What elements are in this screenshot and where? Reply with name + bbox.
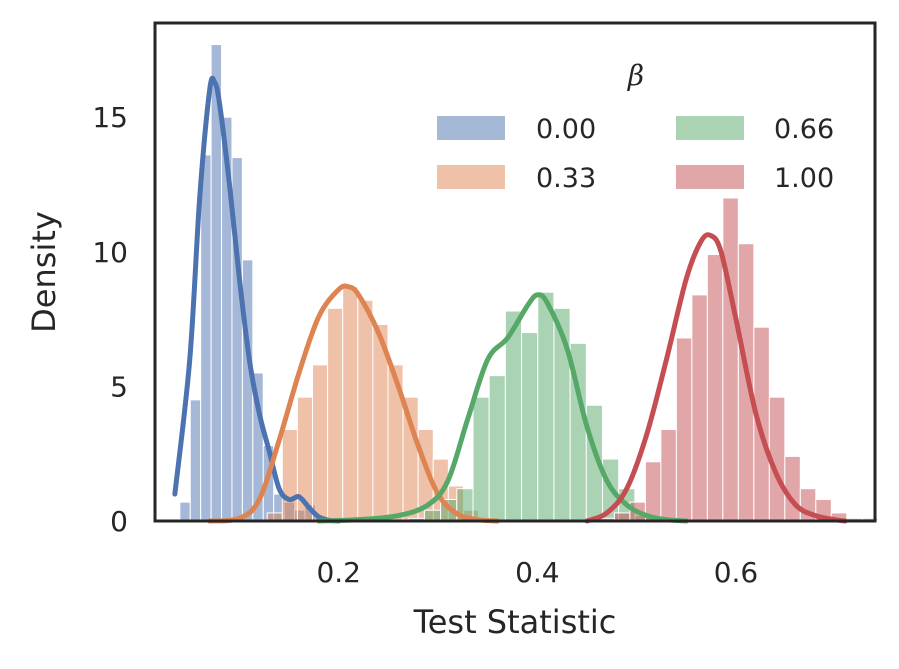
kde-lines [172,75,848,524]
y-tick-label: 0 [110,505,128,538]
hist-bar-1.00 [644,461,662,522]
hist-bar-1.00 [675,337,693,522]
hist-bar-1.00 [722,197,739,522]
legend-label: 1.00 [774,163,834,194]
legend: β 0.00 0.33 0.66 1.00 [437,59,834,194]
legend-swatch-0.66 [676,116,744,140]
hist-bar-0.33 [327,307,344,522]
y-tick-label: 15 [92,101,128,134]
hist-bar-0.00 [179,501,191,522]
x-axis-title: Test Statistic [413,603,617,641]
hist-bar-1.00 [737,243,755,522]
hist-bar-0.00 [200,154,212,522]
hist-bar-0.66 [488,375,506,522]
hist-bar-0.33 [357,299,374,522]
hist-bar-1.00 [706,254,724,522]
hist-bar-0.66 [521,332,539,522]
y-axis-title: Density [25,211,63,333]
hist-bar-1.00 [784,455,801,522]
y-tick-label: 10 [92,236,128,269]
histogram-bars [179,44,879,522]
kde-line-0.66 [316,292,689,524]
legend-label: 0.66 [774,114,834,145]
legend-swatch-0.33 [437,165,505,189]
hist-bar-0.66 [423,509,442,522]
x-tick-label: 0.4 [515,556,560,589]
x-tick-label: 0.2 [316,556,361,589]
hist-bar-1.00 [660,428,677,522]
hist-bar-0.33 [312,364,329,522]
legend-swatch-1.00 [676,165,744,189]
axes-frame [153,21,877,523]
legend-swatch-0.00 [437,116,505,140]
plot-area [172,44,879,524]
hist-bar-0.66 [504,310,523,522]
hist-bar-1.00 [691,294,708,522]
legend-title: β [627,59,644,92]
x-tick-label: 0.6 [714,556,759,589]
kde-line-0.00 [172,75,342,524]
hist-bar-0.66 [537,291,555,522]
y-tick-label: 5 [110,370,128,403]
kde-line-0.33 [207,283,501,524]
hist-bar-0.66 [472,396,490,522]
hist-bar-0.00 [189,399,202,522]
hist-bar-0.33 [281,428,298,522]
hist-bar-0.33 [342,286,359,522]
kde-line-1.00 [584,232,848,524]
legend-label: 0.33 [536,163,596,194]
legend-label: 0.00 [536,114,596,145]
